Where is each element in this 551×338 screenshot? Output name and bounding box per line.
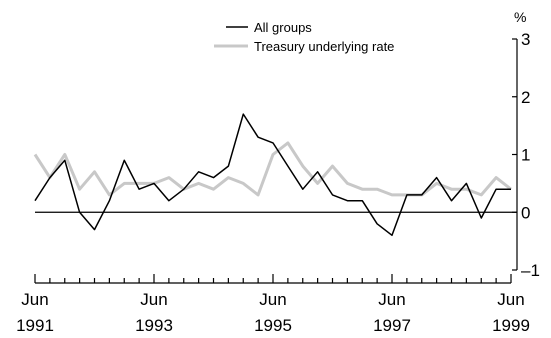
x-tick-label-month: Jun (497, 290, 524, 309)
x-tick-label-year: 1991 (16, 316, 54, 335)
x-tick-label-year: 1993 (135, 316, 173, 335)
y-tick-label: 2 (521, 88, 530, 107)
x-tick-label-month: Jun (378, 290, 405, 309)
x-tick-label-month: Jun (21, 290, 48, 309)
x-tick-label-year: 1995 (254, 316, 292, 335)
y-tick-label: –1 (521, 261, 540, 280)
y-tick-label: 3 (521, 30, 530, 49)
series-line-treasury-underlying-rate (33, 141, 512, 197)
series-line-all-groups (34, 113, 511, 237)
x-tick-label-month: Jun (140, 290, 167, 309)
legend-label-treasury-underlying-rate: Treasury underlying rate (254, 39, 394, 54)
legend: All groups Treasury underlying rate (214, 20, 394, 54)
y-axis-unit: % (514, 9, 526, 25)
y-tick-label: 1 (521, 146, 530, 165)
plot-area: –1 0 1 2 3 Jun 1991 Jun 1993 Jun 1995 Jun 1997 Jun 199… (16, 30, 540, 335)
legend-label-all-groups: All groups (254, 20, 312, 35)
y-tick-label: 0 (521, 203, 530, 222)
x-tick-label-month: Jun (259, 290, 286, 309)
x-tick-label-year: 1999 (492, 316, 530, 335)
x-tick-label-year: 1997 (373, 316, 411, 335)
